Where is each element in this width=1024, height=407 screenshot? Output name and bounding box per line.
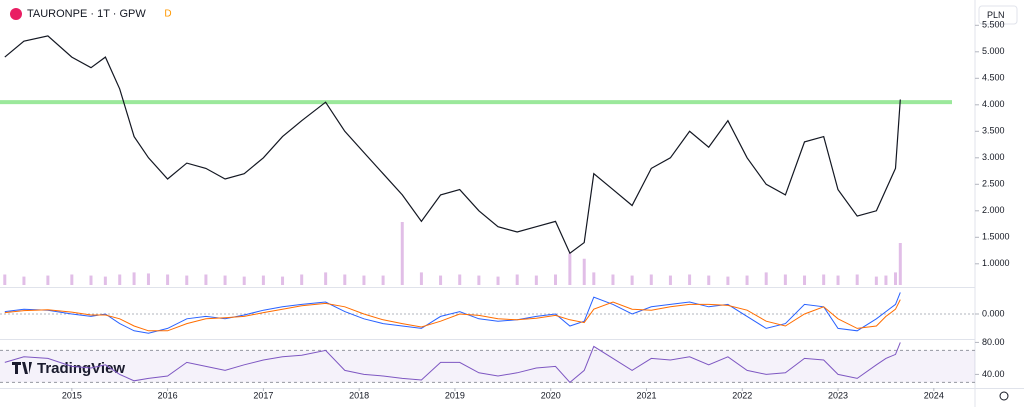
brand-logo [12, 362, 32, 374]
volume-bar [554, 274, 558, 285]
volume-bar [132, 272, 136, 285]
volume-bar [477, 275, 481, 285]
y-tick-label: 1.5000 [982, 232, 1010, 242]
x-tick-label: 2017 [253, 390, 273, 400]
volume-bar [568, 253, 572, 285]
y-tick-label: 4.500 [982, 73, 1005, 83]
volume-bar [726, 276, 730, 285]
x-tick-label: 2018 [349, 390, 369, 400]
volume-bar [281, 276, 285, 285]
volume-bar [783, 274, 787, 285]
x-tick-label: 2016 [158, 390, 178, 400]
volume-bar [884, 275, 888, 285]
currency-button[interactable] [978, 5, 1018, 25]
x-tick-label: 2021 [636, 390, 656, 400]
y-tick-label: 2.000 [982, 205, 1005, 215]
volume-bar [764, 272, 768, 285]
volume-bar [343, 274, 347, 285]
volume-bar [261, 275, 265, 285]
volume-bar [898, 243, 902, 285]
volume-bar [324, 272, 328, 285]
volume-bar [803, 275, 807, 285]
volume-bar [204, 274, 208, 285]
y-tick-label: 3.000 [982, 152, 1005, 162]
volume-bar [707, 275, 711, 285]
volume-bar [855, 274, 859, 285]
y-tick-label: 1.0000 [982, 258, 1010, 268]
y-tick-label: 5.500 [982, 20, 1005, 30]
volume-bar [745, 275, 749, 285]
settings-icon[interactable] [999, 391, 1009, 401]
y-tick-label: 0.000 [982, 308, 1005, 318]
x-tick-label: 2024 [924, 390, 944, 400]
volume-bar [400, 222, 404, 285]
volume-bar [242, 276, 246, 285]
volume-bar [362, 275, 366, 285]
volume-bar [874, 276, 878, 285]
volume-bar [582, 258, 586, 285]
volume-bar [439, 275, 443, 285]
volume-bar [146, 273, 150, 285]
macd-line [4, 292, 901, 334]
volume-bar [70, 274, 74, 285]
volume-bar [668, 275, 672, 285]
y-tick-label: 2.500 [982, 179, 1005, 189]
x-tick-label: 2022 [732, 390, 752, 400]
volume-bar [515, 274, 519, 285]
volume-bar [534, 275, 538, 285]
rsi-band [0, 350, 975, 383]
volume-bar [592, 272, 596, 285]
volume-bar [185, 275, 189, 285]
y-tick-label: 40.00 [982, 369, 1005, 379]
volume-bar [118, 274, 122, 285]
brand: TradingView [12, 360, 125, 377]
chart-title: TAURONPE · 1T · GPW [27, 8, 146, 20]
volume-bar [300, 274, 304, 285]
volume-bar [630, 275, 634, 285]
volume-bar [223, 275, 227, 285]
volume-bar [822, 274, 826, 285]
volume-bar [649, 274, 653, 285]
volume-bar [458, 274, 462, 285]
volume-bar [46, 275, 50, 285]
x-tick-label: 2023 [828, 390, 848, 400]
macd-line [4, 299, 901, 332]
volume-bar [22, 276, 26, 285]
currency-label[interactable]: PLN [987, 10, 1005, 20]
interval-badge: D [164, 9, 171, 20]
volume-bar [894, 272, 898, 285]
y-tick-label: 3.500 [982, 126, 1005, 136]
y-tick-label: 4.000 [982, 99, 1005, 109]
volume-bar [496, 276, 500, 285]
volume-bar [688, 274, 692, 285]
volume-bar [3, 274, 7, 285]
volume-bar [381, 275, 385, 285]
x-tick-label: 2015 [62, 390, 82, 400]
volume-bar [89, 275, 93, 285]
volume-bar [419, 272, 423, 285]
volume-bar [611, 274, 615, 285]
x-tick-label: 2020 [541, 390, 561, 400]
rsi-line [4, 342, 901, 384]
volume-bar [166, 274, 170, 285]
symbol-icon [10, 8, 22, 20]
y-tick-label: 80.00 [982, 337, 1005, 347]
y-tick-label: 5.000 [982, 46, 1005, 56]
volume-bar [836, 275, 840, 285]
x-tick-label: 2019 [445, 390, 465, 400]
brand-name: TradingView [37, 360, 125, 377]
price-line [4, 35, 901, 255]
volume-bar [103, 276, 107, 285]
